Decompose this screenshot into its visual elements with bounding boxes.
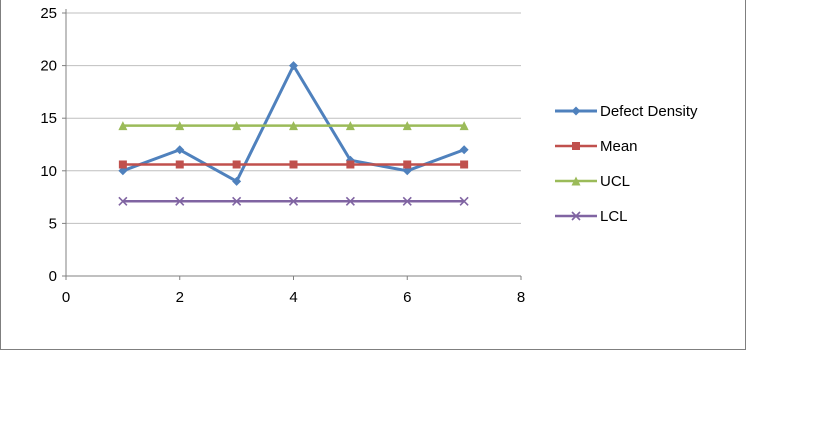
x-marker <box>571 211 581 221</box>
legend-item-ucl[interactable]: UCL <box>553 169 698 193</box>
diamond-marker <box>571 106 581 116</box>
diamond-marker <box>175 145 185 155</box>
y-tick-label: 0 <box>49 268 57 285</box>
square-marker <box>572 142 580 150</box>
diamond-marker <box>459 145 469 155</box>
diamond-marker <box>402 166 412 176</box>
y-tick-label: 10 <box>40 163 57 180</box>
square-marker <box>346 160 355 169</box>
diamond-marker <box>289 61 298 71</box>
x-marker <box>345 196 355 206</box>
x-tick-label: 4 <box>289 289 297 306</box>
triangle-marker <box>175 121 185 131</box>
triangle-marker <box>459 121 469 131</box>
triangle-marker <box>345 121 355 131</box>
chart-legend: Defect Density Mean UCL LCL <box>553 99 698 228</box>
x-marker <box>175 196 185 206</box>
square-marker <box>232 160 241 169</box>
triangle-marker <box>402 121 412 131</box>
legend-item-defect-density[interactable]: Defect Density <box>553 99 698 123</box>
legend-key-icon <box>555 142 597 150</box>
y-tick-label: 20 <box>40 58 57 75</box>
x-tick-label: 8 <box>517 289 525 306</box>
diamond-marker <box>118 166 128 176</box>
square-marker <box>460 160 469 169</box>
square-marker <box>175 160 184 169</box>
diamond-marker <box>232 176 242 186</box>
x-marker <box>232 196 242 206</box>
legend-item-mean[interactable]: Mean <box>553 134 698 158</box>
legend-item-lcl[interactable]: LCL <box>553 204 698 228</box>
triangle-marker <box>289 121 298 131</box>
chart-plot-area: 0 5 10 15 20 25 0 2 4 6 8 <box>40 5 525 306</box>
square-marker <box>118 160 127 169</box>
legend-label: Defect Density <box>600 102 698 120</box>
x-tick-label: 0 <box>62 289 70 306</box>
legend-key-icon <box>555 176 597 186</box>
y-tick-label: 15 <box>40 110 57 127</box>
legend-label: Mean <box>600 137 638 155</box>
legend-key-icon <box>555 211 597 221</box>
triangle-marker <box>118 121 128 131</box>
x-marker <box>288 196 299 206</box>
x-tick-label: 2 <box>176 289 184 306</box>
legend-label: UCL <box>600 172 631 190</box>
chart-frame: 0 5 10 15 20 25 0 2 4 6 8 Defect Density Mean UCL LCL <box>0 0 746 350</box>
square-marker <box>289 160 298 169</box>
x-marker <box>402 196 412 206</box>
x-marker <box>459 196 469 206</box>
x-tick-label: 6 <box>403 289 411 306</box>
legend-label: LCL <box>600 207 628 225</box>
y-tick-label: 5 <box>49 215 57 232</box>
triangle-marker <box>571 176 581 186</box>
legend-key-icon <box>555 106 597 116</box>
triangle-marker <box>232 121 242 131</box>
y-tick-label: 25 <box>40 5 57 22</box>
x-marker <box>118 196 128 206</box>
square-marker <box>403 160 412 169</box>
